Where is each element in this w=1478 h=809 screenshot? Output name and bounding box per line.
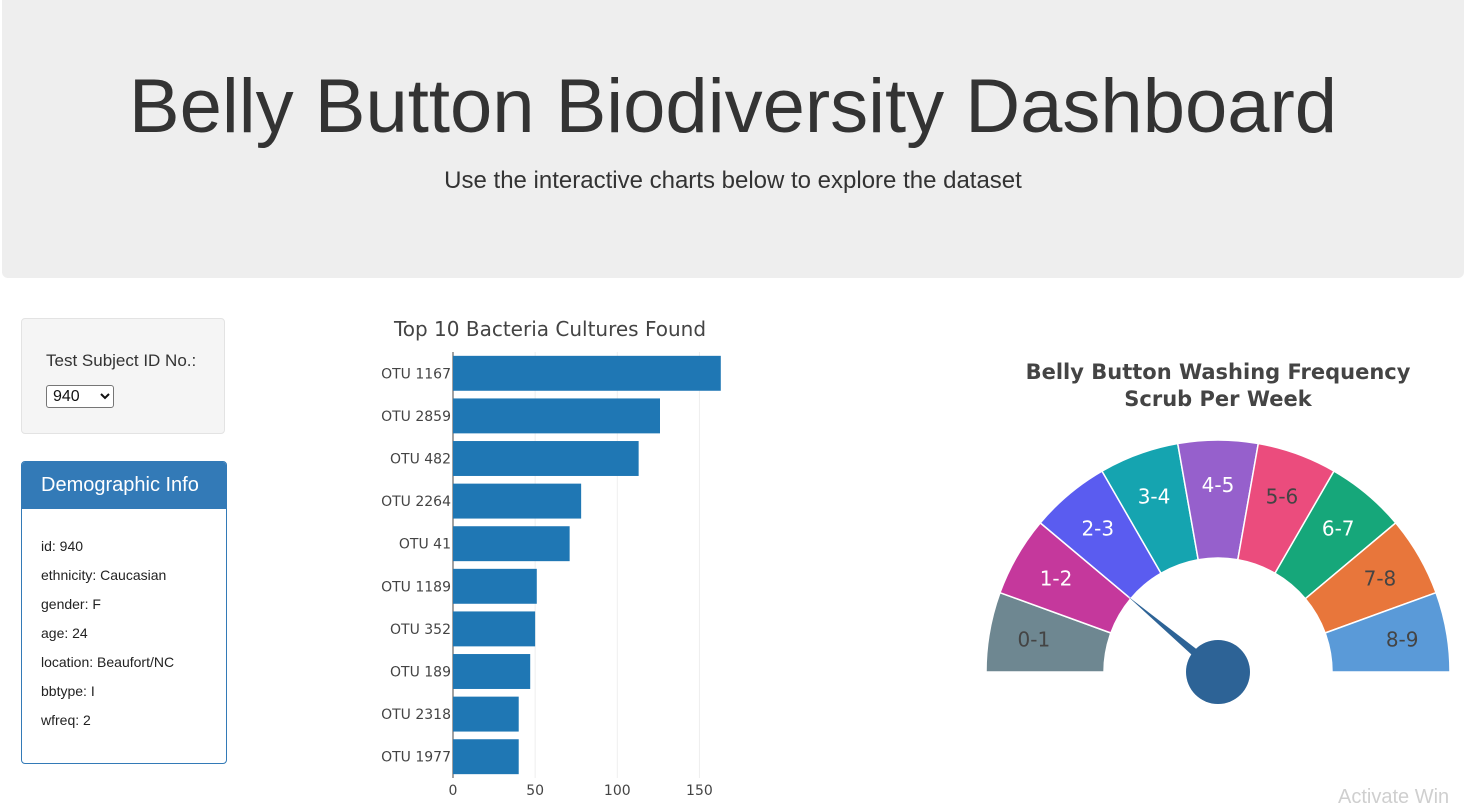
bar-chart-title: Top 10 Bacteria Cultures Found xyxy=(393,317,706,341)
gauge-segment[interactable] xyxy=(1324,591,1451,673)
demographic-row-gender: gender: F xyxy=(41,596,101,612)
bar-chart-y-tick-label: OTU 1977 xyxy=(381,750,451,766)
gauge-segment-label: 1-2 xyxy=(1040,567,1073,591)
demographic-row-ethnicity: ethnicity: Caucasian xyxy=(41,567,167,583)
bar-chart[interactable]: 0 50 100 150 OTU 1167 OTU 2859 OTU 482 OTU 2264… xyxy=(360,305,780,802)
bar-chart-y-tick-label: OTU 1167 xyxy=(381,366,451,382)
demographic-row-location: location: Beaufort/NC xyxy=(41,654,175,670)
gauge-chart[interactable]: 0-1 1-2 2-3 3-4 4-5 5-6 6-7 7-8 8-9 Belly Button … xyxy=(960,345,1470,720)
gauge-segment-label: 7-8 xyxy=(1364,567,1397,591)
demographic-row-wfreq: wfreq: 2 xyxy=(41,712,91,728)
bar-chart-y-tick-label: OTU 1189 xyxy=(381,579,451,595)
gauge-segment-label: 8-9 xyxy=(1386,628,1419,652)
demographic-row-age: age: 24 xyxy=(41,625,88,641)
gauge-segment-label: 2-3 xyxy=(1081,517,1114,541)
bar-chart-bar[interactable] xyxy=(453,483,582,519)
gauge-segment-label: 3-4 xyxy=(1138,484,1171,508)
bar-chart-bar[interactable] xyxy=(453,398,660,434)
bar-chart-y-tick-label: OTU 41 xyxy=(399,537,451,553)
gauge-subtitle: Scrub Per Week xyxy=(1124,387,1312,411)
bar-chart-bar[interactable] xyxy=(453,739,519,775)
gauge-title: Belly Button Washing Frequency xyxy=(1026,360,1411,384)
gauge-segment-label: 4-5 xyxy=(1202,473,1235,497)
bar-chart-bar[interactable] xyxy=(453,611,536,647)
bar-chart-bar[interactable] xyxy=(453,526,570,562)
demographic-row-id: id: 940 xyxy=(41,538,84,554)
bar-chart-y-tick-label: OTU 2318 xyxy=(381,707,451,723)
bar-chart-bar[interactable] xyxy=(453,654,531,689)
page-title: Belly Button Biodiversity Dashboard xyxy=(128,64,1338,149)
subject-id-label: Test Subject ID No.: xyxy=(46,351,197,370)
bar-chart-y-tick-label: OTU 482 xyxy=(390,452,451,468)
demographic-info-body: id: 940 ethnicity: Caucasian gender: F a… xyxy=(22,509,226,735)
page-subtitle: Use the interactive charts below to expl… xyxy=(444,167,1022,194)
demographic-info-heading: Demographic Info xyxy=(22,462,226,509)
bar-chart-x-tick-label: 0 xyxy=(449,783,458,799)
gauge-segment-label: 0-1 xyxy=(1018,628,1051,652)
bar-chart-x-tick-label: 150 xyxy=(686,783,713,799)
bar-chart-x-tick-label: 100 xyxy=(604,783,631,799)
header-jumbotron: Belly Button Biodiversity Dashboard Use … xyxy=(2,0,1464,278)
bar-chart-bar[interactable] xyxy=(453,568,537,604)
subject-selector-well: Test Subject ID No.: 940 xyxy=(21,318,225,434)
gauge-needle-hub xyxy=(1186,640,1250,704)
subject-id-select[interactable]: 940 xyxy=(46,385,114,408)
bar-chart-bar[interactable] xyxy=(453,696,519,732)
bar-chart-x-tick-label: 50 xyxy=(526,783,544,799)
bar-chart-y-tick-label: OTU 2264 xyxy=(381,494,451,510)
bar-chart-y-tick-label: OTU 352 xyxy=(390,622,451,638)
bar-chart-bar[interactable] xyxy=(453,355,721,391)
bar-chart-bar[interactable] xyxy=(453,441,639,476)
bar-chart-y-tick-label: OTU 2859 xyxy=(381,409,451,425)
demographic-row-bbtype: bbtype: I xyxy=(41,683,95,699)
os-activation-watermark: Activate Win xyxy=(1338,786,1450,808)
gauge-segment-label: 5-6 xyxy=(1266,484,1299,508)
demographic-info-panel: Demographic Info id: 940 ethnicity: Cauc… xyxy=(21,461,227,764)
bar-chart-y-tick-label: OTU 189 xyxy=(390,665,451,681)
gauge-segment-label: 6-7 xyxy=(1322,517,1355,541)
